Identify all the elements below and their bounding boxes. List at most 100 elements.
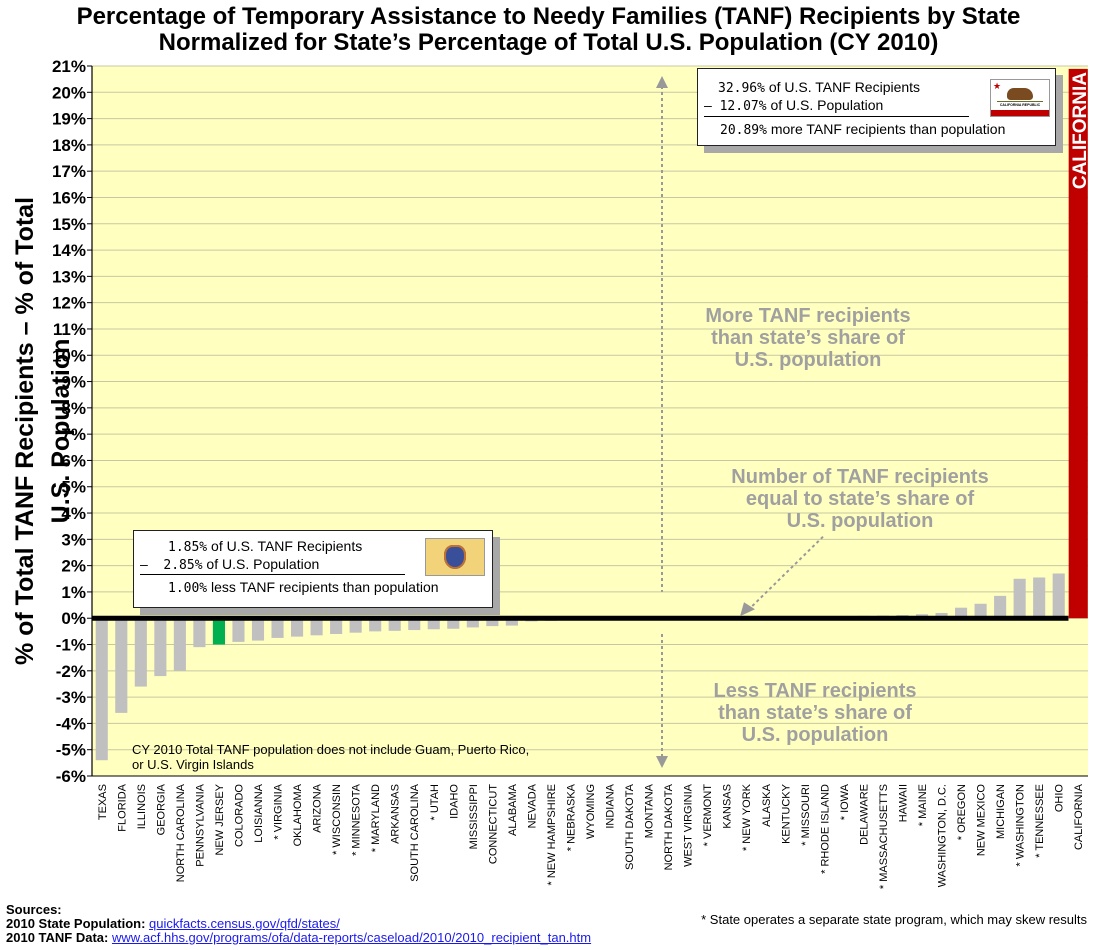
x-tick-label: * MARYLAND [370,784,382,852]
x-tick-label: GEORGIA [155,783,167,835]
bar [271,618,284,638]
x-tick-label: * WISCONSIN [331,784,343,855]
pop-source-link[interactable]: quickfacts.census.gov/qfd/states/ [149,916,340,931]
y-tick-label: 0% [61,609,86,628]
bar [388,618,401,631]
bar [466,618,479,628]
x-tick-label: ALASKA [761,783,773,826]
y-tick-label: 19% [52,110,86,129]
annotation-more: U.S. population [735,349,882,371]
annotation-equal: equal to state’s share of [746,488,975,510]
y-tick-label: 10% [52,346,86,365]
bar [232,618,245,642]
x-tick-label: * OREGON [956,784,968,840]
new-jersey-info-box: 1.85% of U.S. TANF Recipients – 2.85% of… [133,530,493,608]
annotation-less: U.S. population [742,724,889,746]
california-info-box: 32.96% of U.S. TANF Recipients – 12.07% … [697,68,1056,146]
x-tick-label: NORTH CAROLINA [175,783,187,882]
bar [154,618,167,677]
x-tick-label: ARIZONA [312,783,324,833]
x-tick-label: MONTANA [644,783,656,838]
y-tick-label: 18% [52,136,86,155]
tanf-source-link[interactable]: www.acf.hhs.gov/programs/ofa/data-report… [111,930,592,945]
california-bar-label: CALIFORNIA [1070,72,1091,189]
annotation-less: than state’s share of [718,702,912,724]
x-tick-label: * IOWA [839,783,851,820]
nj-pct-tanf: 1.85% [168,540,208,555]
x-tick-label: WEST VIRGINIA [683,783,695,867]
bar [427,618,440,630]
x-tick-label: FLORIDA [116,783,128,831]
nj-pct-diff: 1.00% [168,581,208,596]
y-tick-label: 2% [61,557,86,576]
ca-divider [704,116,969,117]
y-tick-label: 6% [61,451,86,470]
y-tick-label: 11% [53,320,86,339]
bar [955,607,968,619]
x-tick-label: NEW JERSEY [214,783,226,855]
coat-of-arms-icon [444,545,466,569]
chart-title-line2: Normalized for State’s Percentage of Tot… [158,29,939,56]
x-tick-label: * MISSOURI [800,784,812,846]
california-flag: ★ CALIFORNIA REPUBLIC [990,79,1050,117]
equal-arrow-head [740,602,755,617]
bar [447,618,460,629]
x-tick-label: * TENNESSEE [1034,784,1046,858]
bar [134,618,147,687]
x-tick-label: ARKANSAS [390,784,402,844]
x-tick-label: ALABAMA [507,783,519,836]
note-text: CY 2010 Total TANF population does not i… [132,742,530,772]
y-tick-label: -6% [56,767,86,786]
flag-text: CALIFORNIA REPUBLIC [999,103,1041,107]
x-tick-label: CALIFORNIA [1073,783,1085,850]
x-tick-label: * VERMONT [702,784,714,847]
y-tick-label: -5% [56,741,86,760]
ca-diff-text: more TANF recipients than population [770,121,1006,137]
annotation-more: More TANF recipients [705,305,910,327]
y-tick-label: 17% [52,162,86,181]
y-tick-label: 5% [61,478,86,497]
x-tick-label: PENNSYLVANIA [194,783,206,866]
y-tick-label: -3% [56,688,86,707]
x-tick-label: * MASSACHUSETTS [878,784,890,889]
bar [115,618,128,713]
x-tick-label: IDAHO [448,784,460,819]
bar [193,618,206,648]
x-tick-label: * NEW YORK [741,783,753,851]
bar [330,618,343,634]
nj-divider [140,574,405,575]
y-tick-label: 4% [61,504,86,523]
y-tick-label: 16% [52,188,86,207]
bar [408,618,421,631]
bar [994,595,1007,619]
y-tick-label: 15% [52,215,86,234]
x-tick-label: KANSAS [722,784,734,829]
x-tick-label: OHIO [1054,784,1066,813]
bar [505,618,518,626]
x-tick-label: NORTH DAKOTA [663,783,675,870]
x-tick-label: KENTUCKY [780,783,792,844]
x-tick-label: OKLAHOMA [292,783,304,846]
y-tick-label: 9% [61,373,86,392]
nj-minus: – [140,558,148,573]
y-tick-label: 13% [52,267,86,286]
x-tick-label: WYOMING [585,784,597,839]
bar [173,618,186,671]
x-tick-label: * UTAH [429,784,441,821]
sources: Sources: 2010 State Population: quickfac… [6,903,591,945]
annotation-equal: U.S. population [787,510,934,532]
y-tick-label: 20% [52,83,86,102]
up-arrow-head [656,76,668,88]
x-tick-label: TEXAS [97,784,109,820]
ca-pct-tanf: 32.96% [718,81,765,96]
nj-pct-pop: 2.85% [163,558,203,573]
bar [95,618,108,761]
y-tick-label: 14% [52,241,86,260]
bear-icon [1007,88,1033,100]
annotation-more: than state’s share of [711,327,905,349]
x-tick-label: * WASHINGTON [1015,784,1027,867]
x-tick-label: MISSISSIPPI [468,784,480,849]
ca-pct-diff: 20.89% [720,123,767,138]
bar [369,618,382,632]
y-tick-label: -1% [56,636,86,655]
